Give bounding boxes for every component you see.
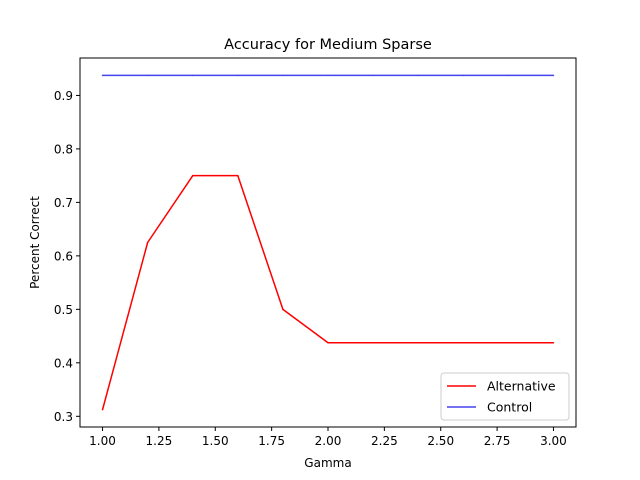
data-point-control: [146, 74, 149, 77]
x-tick-label: 1.00: [89, 434, 116, 448]
data-point-control: [417, 74, 419, 77]
data-point-control: [237, 74, 239, 77]
data-point-control: [507, 74, 510, 77]
data-point-alternative: [372, 342, 374, 344]
data-point-alternative: [507, 342, 510, 344]
data-point-alternative: [417, 342, 419, 344]
x-tick-label: 3.00: [540, 434, 567, 448]
y-axis-ticks: 0.3 0.4 0.5 0.6 0.7 0.8 0.9: [54, 89, 80, 424]
data-point-control: [191, 74, 194, 77]
chart-title: Accuracy for Medium Sparse: [224, 37, 432, 53]
x-tick-label: 2.50: [427, 434, 454, 448]
y-tick-label: 0.7: [54, 196, 73, 210]
data-point-alternative: [101, 408, 104, 411]
y-axis-label: Percent Correct: [28, 196, 42, 289]
data-point-alternative: [146, 241, 149, 244]
y-tick-label: 0.8: [54, 142, 73, 156]
legend-label-control: Control: [487, 400, 532, 415]
x-tick-label: 1.75: [258, 434, 285, 448]
data-point-alternative: [237, 174, 239, 177]
x-axis-label: Gamma: [304, 456, 351, 470]
x-tick-label: 1.25: [146, 434, 173, 448]
data-point-alternative: [552, 342, 555, 344]
y-tick-label: 0.4: [54, 356, 73, 370]
x-tick-label: 1.50: [202, 434, 229, 448]
legend-box: [440, 372, 570, 421]
data-point-alternative: [191, 174, 194, 177]
x-tick-label: 2.75: [484, 434, 511, 448]
data-point-control: [327, 74, 329, 77]
data-point-control: [462, 74, 465, 77]
y-tick-label: 0.3: [54, 410, 73, 424]
data-point-control: [101, 74, 104, 77]
data-point-alternative: [462, 342, 465, 344]
x-tick-label: 2.00: [315, 434, 342, 448]
data-point-alternative: [282, 308, 284, 311]
data-point-control: [552, 74, 555, 77]
data-point-control: [372, 74, 374, 77]
y-tick-label: 0.9: [54, 89, 73, 103]
y-tick-label: 0.5: [54, 303, 73, 317]
x-tick-label: 2.25: [371, 434, 398, 448]
y-tick-label: 0.6: [54, 249, 73, 263]
legend-label-alternative: Alternative: [487, 379, 556, 394]
series-layer: [101, 74, 555, 411]
legend: Alternative Control: [440, 372, 570, 421]
data-point-control: [282, 74, 284, 77]
data-point-alternative: [327, 342, 329, 344]
x-axis-ticks: 1.00 1.25 1.50 1.75 2.00 2.25 2.50 2.75 3.00: [89, 427, 567, 448]
